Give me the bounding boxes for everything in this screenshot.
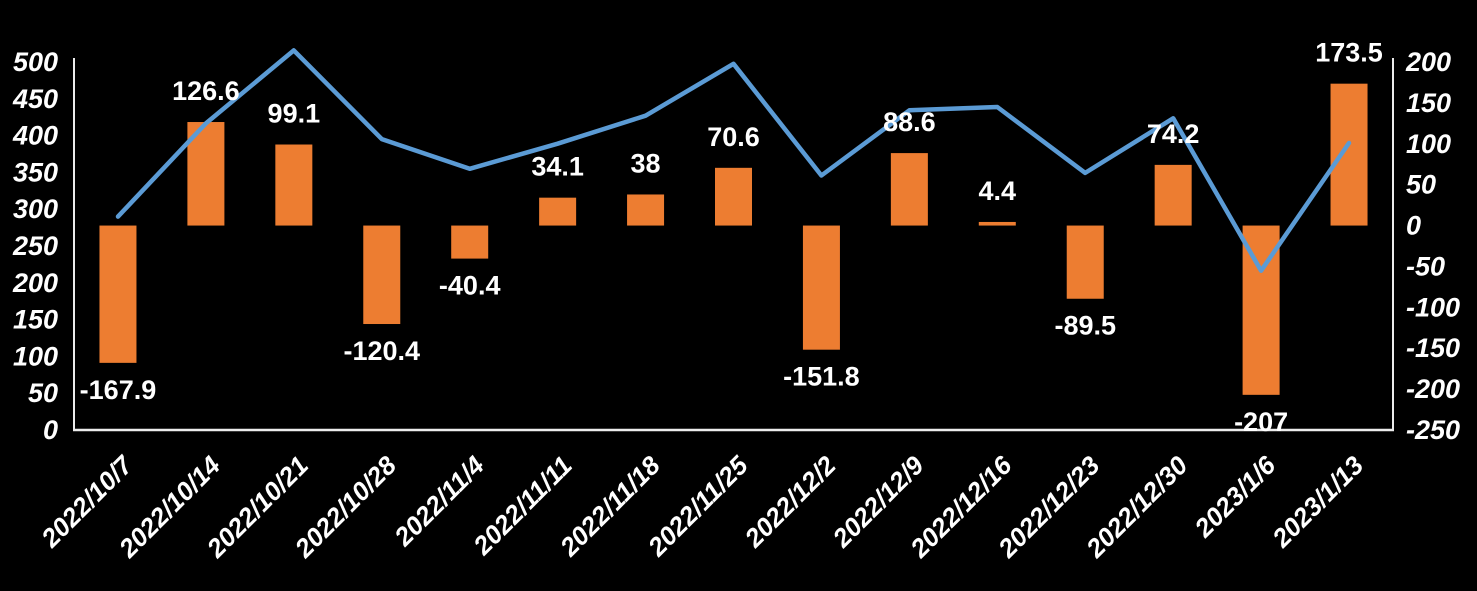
- right-axis-tick-label: 100: [1406, 129, 1451, 159]
- bar-value-label: 38: [631, 148, 661, 178]
- bar: [715, 167, 752, 226]
- left-axis-tick-label: 100: [13, 341, 58, 371]
- left-axis-tick-label: 0: [43, 415, 58, 445]
- bar: [802, 225, 840, 350]
- bar-value-label: -167.9: [80, 375, 157, 405]
- left-axis-tick-label: 150: [13, 305, 58, 335]
- left-axis-tick-label: 50: [28, 378, 58, 408]
- right-axis-tick-label: 50: [1406, 170, 1436, 200]
- left-axis-tick-label: 400: [12, 121, 58, 151]
- right-axis-tick-label: -250: [1406, 415, 1460, 445]
- bar: [539, 197, 577, 226]
- bars-group: [99, 83, 1368, 395]
- bar: [627, 194, 665, 226]
- bar: [1154, 164, 1192, 226]
- right-axis-tick-label: 150: [1406, 88, 1451, 118]
- bar-value-label: -120.4: [343, 336, 420, 366]
- left-axis-tick-label: 300: [13, 194, 58, 224]
- trend-line: [115, 48, 1352, 273]
- bar-value-label: 126.6: [172, 76, 240, 106]
- left-axis-tick-label: 200: [12, 268, 58, 298]
- x-axis-date-label: 2023/1/13: [1266, 450, 1370, 554]
- bar-value-label: 173.5: [1315, 38, 1383, 68]
- left-axis-tick-label: 450: [12, 84, 58, 114]
- bar-value-label: 4.4: [979, 176, 1017, 206]
- left-axis-tick-label: 500: [13, 47, 58, 77]
- right-axis-tick-label: -200: [1406, 374, 1460, 404]
- bar: [890, 153, 928, 226]
- bar-value-label: -89.5: [1054, 311, 1116, 341]
- bar: [1330, 83, 1368, 226]
- right-axis-tick-label: -150: [1406, 333, 1460, 363]
- bar: [275, 144, 313, 226]
- bar: [451, 225, 489, 259]
- right-axis-tick-label: 0: [1406, 211, 1421, 241]
- x-axis-date-label: 2022/12/2: [738, 450, 842, 554]
- bar: [363, 225, 401, 325]
- right-axis-tick-label: -50: [1406, 251, 1445, 281]
- left-axis-tick-label: 350: [13, 157, 58, 187]
- bar-value-label: 74.2: [1147, 119, 1200, 149]
- left-axis-tick-label: 250: [12, 231, 58, 261]
- bar-value-label: -207: [1234, 407, 1288, 437]
- bar-value-label: 34.1: [531, 152, 584, 182]
- bar: [99, 225, 137, 363]
- bar: [978, 221, 1016, 226]
- bar-value-label: 99.1: [268, 99, 321, 129]
- right-axis-tick-label: -100: [1406, 292, 1460, 322]
- bar-value-label: -151.8: [783, 362, 860, 392]
- right-axis-tick-label: 200: [1405, 47, 1451, 77]
- bar-value-label: 70.6: [707, 122, 760, 152]
- bar: [1066, 225, 1104, 299]
- bar-value-label: 88.6: [883, 107, 936, 137]
- bar-value-label: -40.4: [439, 271, 501, 301]
